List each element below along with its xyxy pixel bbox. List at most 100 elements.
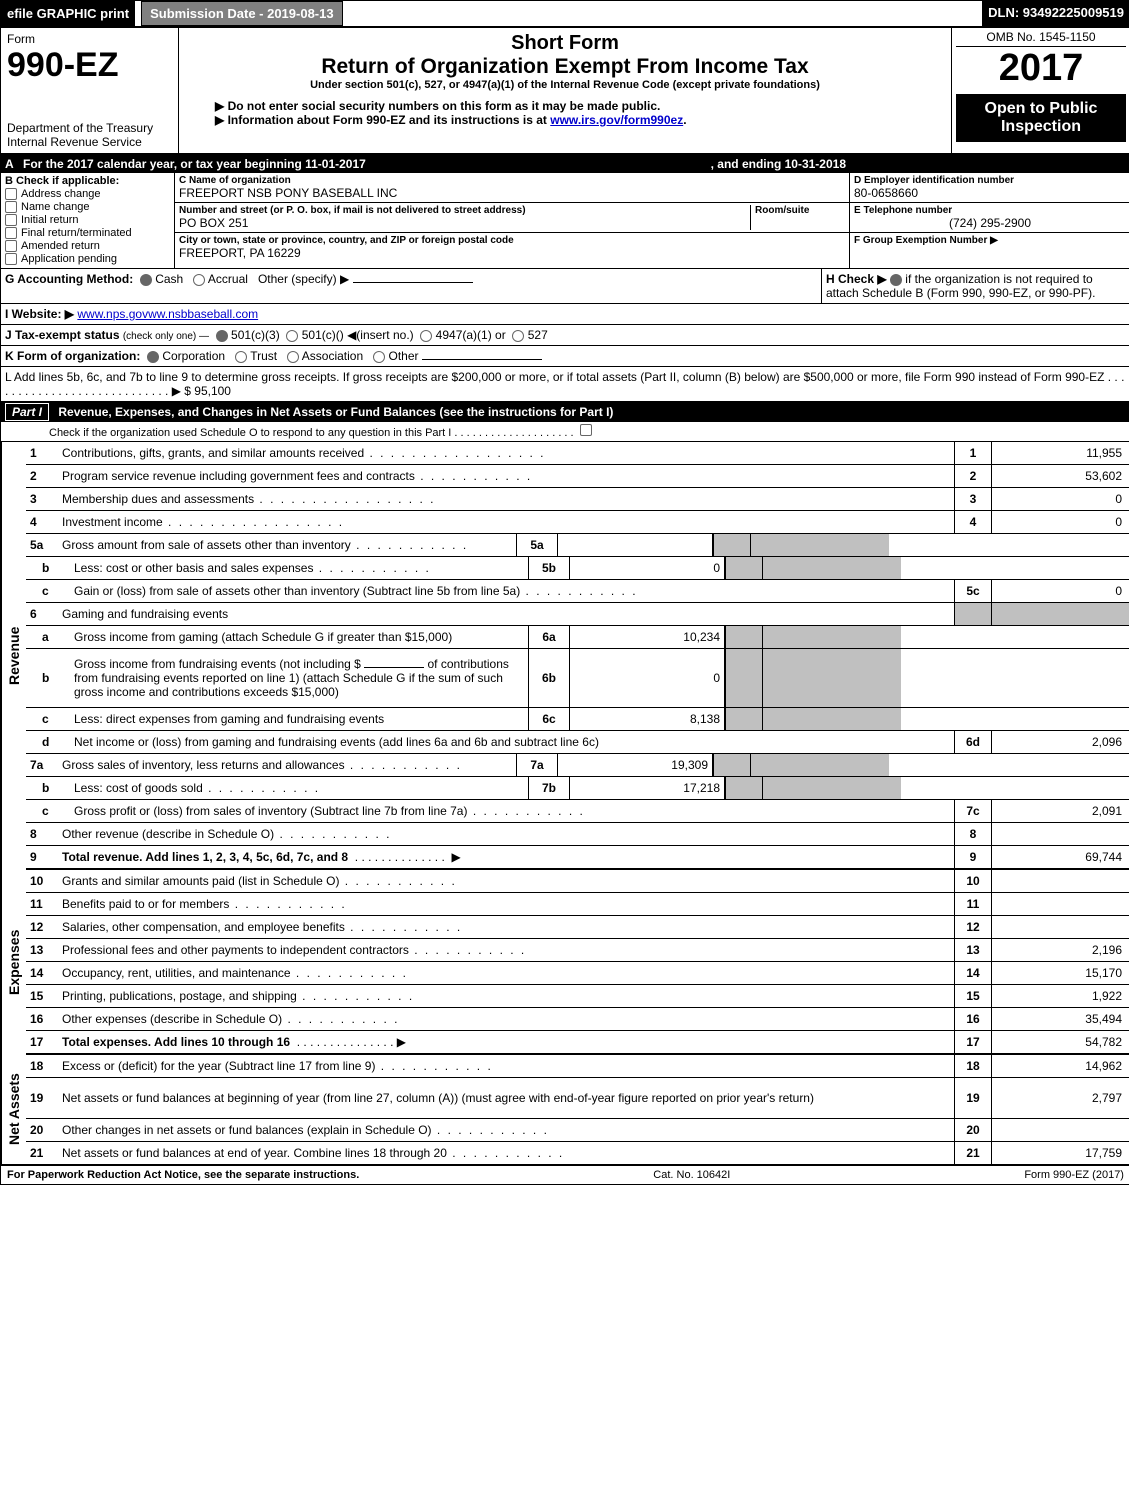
subtitle: Under section 501(c), 527, or 4947(a)(1)… [185,79,945,91]
efile-print-button[interactable]: efile GRAPHIC print [1,1,135,26]
line-9-refnum: 9 [954,846,992,868]
line-10-text: Grants and similar amounts paid (list in… [62,874,954,888]
chk-address-change[interactable] [5,188,17,200]
line-7b-text: Less: cost of goods sold [74,781,528,795]
website-link[interactable]: www.nps.govww.nsbbaseball.com [77,307,258,321]
row-i-label: I Website: ▶ [5,307,74,321]
row-j-label: J Tax-exempt status [5,328,120,342]
other-specify-input[interactable] [353,282,473,283]
line-6c-num: c [26,712,74,726]
line-11-value [992,893,1129,915]
footer-mid: Cat. No. 10642I [653,1169,730,1181]
line-7a-midval: 19,309 [558,754,713,776]
lbl-cash: Cash [155,272,183,286]
line-14-text: Occupancy, rent, utilities, and maintena… [62,966,954,980]
arrow2-post: . [683,113,686,127]
radio-501c3[interactable] [216,330,228,342]
radio-4947[interactable] [420,330,432,342]
open-public-l2: Inspection [958,118,1124,136]
radio-corporation[interactable] [147,351,159,363]
irs-link[interactable]: www.irs.gov/form990ez [550,113,683,127]
line-8-value [992,823,1129,845]
chk-initial-return[interactable] [5,214,17,226]
line-19-text: Net assets or fund balances at beginning… [62,1091,954,1105]
radio-other-org[interactable] [373,351,385,363]
line-9-value: 69,744 [992,846,1129,868]
lbl-amended-return: Amended return [21,240,100,252]
line-16-text: Other expenses (describe in Schedule O) [62,1012,954,1026]
radio-501c[interactable] [286,330,298,342]
part-1-check-text: Check if the organization used Schedule … [49,427,574,439]
line-17-value: 54,782 [992,1031,1129,1053]
line-1-text: Contributions, gifts, grants, and simila… [62,446,954,460]
phone-value: (724) 295-2900 [854,216,1126,230]
line-9-text-b: Total revenue. Add lines 1, 2, 3, 4, 5c,… [62,850,348,864]
chk-amended-return[interactable] [5,240,17,252]
line-6-shade1 [954,603,992,625]
line-12-text: Salaries, other compensation, and employ… [62,920,954,934]
line-17-refnum: 17 [954,1031,992,1053]
line-5a-midval [558,534,713,556]
radio-accrual[interactable] [193,274,205,286]
line-6b-midval: 0 [570,649,725,707]
line-2-text: Program service revenue including govern… [62,469,954,483]
open-public-l1: Open to Public [958,100,1124,118]
row-k-label: K Form of organization: [5,349,140,363]
chk-final-return[interactable] [5,227,17,239]
part-1-check-line: Check if the organization used Schedule … [1,422,1129,442]
line-5c-text: Gain or (loss) from sale of assets other… [74,584,954,598]
irs-label: Internal Revenue Service [7,135,172,149]
radio-association[interactable] [287,351,299,363]
radio-trust[interactable] [235,351,247,363]
line-4-refnum: 4 [954,511,992,533]
line-6a-text: Gross income from gaming (attach Schedul… [74,630,528,644]
line-6b-blank[interactable] [364,667,424,668]
radio-h-check[interactable] [890,274,902,286]
line-6a-num: a [26,630,74,644]
lbl-accrual: Accrual [208,272,248,286]
chk-name-change[interactable] [5,201,17,213]
line-7b-shade2 [763,777,901,799]
row-g-label: G Accounting Method: [5,272,133,286]
lbl-corporation: Corporation [162,349,225,363]
city-label: City or town, state or province, country… [179,235,845,246]
line-5b-text: Less: cost or other basis and sales expe… [74,561,528,575]
line-6c-midval: 8,138 [570,708,725,730]
line-6a-shade2 [763,626,901,648]
line-11-num: 11 [26,897,62,911]
section-e-label: E Telephone number [854,205,1126,216]
org-address: PO BOX 251 [179,216,750,230]
other-org-input[interactable] [422,359,542,360]
line-6a-midnum: 6a [528,626,570,648]
line-5b-shade1 [725,557,763,579]
netassets-section: Net Assets 18 Excess or (deficit) for th… [1,1055,1129,1164]
line-6-num: 6 [26,607,62,621]
line-7a-text: Gross sales of inventory, less returns a… [62,758,516,772]
footer-left: For Paperwork Reduction Act Notice, see … [7,1169,359,1181]
ein-value: 80-0658660 [854,186,1126,200]
line-1-value: 11,955 [992,442,1129,464]
line-5b-midval: 0 [570,557,725,579]
chk-schedule-o[interactable] [580,424,592,436]
radio-cash[interactable] [140,274,152,286]
line-18-num: 18 [26,1059,62,1073]
radio-527[interactable] [512,330,524,342]
lbl-other-org: Other [389,349,419,363]
line-18-value: 14,962 [992,1055,1129,1077]
line-1-refnum: 1 [954,442,992,464]
line-7c-refnum: 7c [954,800,992,822]
line-17-text: Total expenses. Add lines 10 through 16 … [62,1035,954,1049]
line-6c-shade1 [725,708,763,730]
lbl-501c-pre: 501(c)( [302,328,340,342]
line-16-value: 35,494 [992,1008,1129,1030]
line-12-num: 12 [26,920,62,934]
line-21-refnum: 21 [954,1142,992,1164]
section-b-header: B Check if applicable: [5,175,170,187]
return-title: Return of Organization Exempt From Incom… [185,55,945,79]
chk-application-pending[interactable] [5,253,17,265]
netassets-side-label: Net Assets [1,1055,26,1164]
line-20-num: 20 [26,1123,62,1137]
line-6d-value: 2,096 [992,731,1129,753]
revenue-section: Revenue 1 Contributions, gifts, grants, … [1,442,1129,870]
line-6-shade2 [992,603,1129,625]
